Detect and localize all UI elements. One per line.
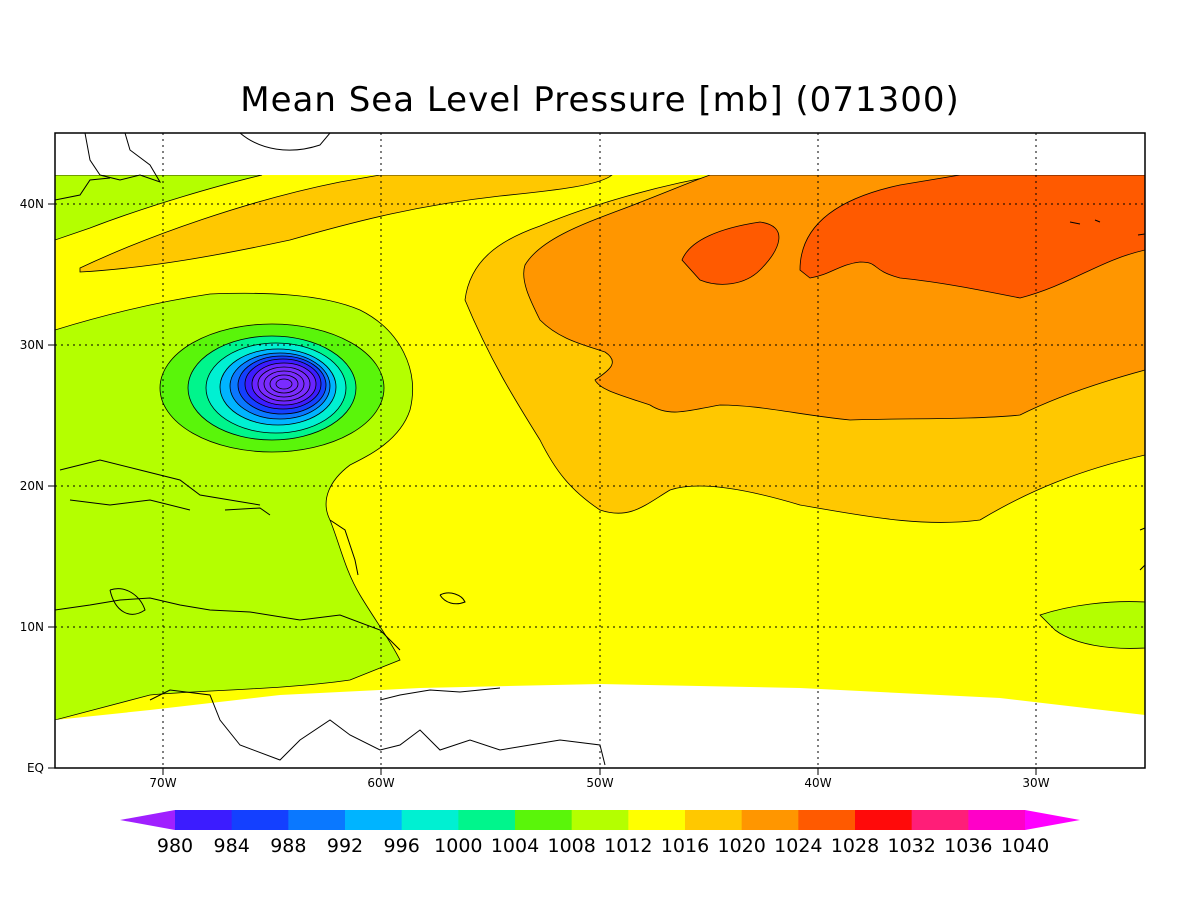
colorbar-swatch [855, 810, 913, 830]
colorbar-label: 1020 [717, 835, 765, 857]
colorbar-label: 1032 [887, 835, 935, 857]
colorbar-swatch [571, 810, 629, 830]
colorbar-label: 984 [214, 835, 250, 857]
lat-labels: EQ 10N 20N 30N 40N [20, 197, 44, 775]
hurricane-low [159, 323, 385, 453]
colorbar-arrow-low [120, 810, 175, 830]
colorbar-label: 980 [157, 835, 193, 857]
field-1028-a [681, 221, 780, 285]
colorbar-swatch [741, 810, 799, 830]
colorbar-label: 992 [327, 835, 363, 857]
lat-label-30n: 30N [20, 338, 44, 352]
colorbar-swatch [175, 810, 233, 830]
colorbar-swatch [288, 810, 346, 830]
colorbar-label: 1040 [1001, 835, 1049, 857]
field-1012-east [1039, 601, 1145, 649]
colorbar-swatch [628, 810, 686, 830]
lon-label-70w: 70W [149, 776, 176, 790]
colorbar-label: 1028 [831, 835, 879, 857]
lon-labels: 70W 60W 50W 40W 30W [149, 776, 1049, 790]
tick-marks [48, 203, 1037, 775]
colorbar-arrow-high [1025, 810, 1080, 830]
graticule [55, 133, 1145, 768]
field-1012 [55, 174, 263, 241]
colorbar-label: 1000 [434, 835, 482, 857]
field-1020-nw [79, 174, 614, 273]
colorbar-label: 1024 [774, 835, 822, 857]
colorbar-label: 988 [270, 835, 306, 857]
colorbar-label: 1008 [547, 835, 595, 857]
lon-label-50w: 50W [586, 776, 613, 790]
lon-label-30w: 30W [1022, 776, 1049, 790]
lon-label-40w: 40W [804, 776, 831, 790]
no-data-bottom [55, 684, 1145, 768]
colorbar-swatch [798, 810, 856, 830]
field-1028-b [799, 174, 1145, 299]
colorbar-label: 1036 [944, 835, 992, 857]
colorbar-swatch [345, 810, 403, 830]
lon-label-60w: 60W [367, 776, 394, 790]
colorbar-swatch [968, 810, 1026, 830]
lat-label-10n: 10N [20, 620, 44, 634]
lat-label-40n: 40N [20, 197, 44, 211]
colorbar-swatch [515, 810, 573, 830]
lat-label-eq: EQ [27, 761, 44, 775]
colorbar-label: 996 [384, 835, 420, 857]
colorbar-label: 1012 [604, 835, 652, 857]
lat-label-20n: 20N [20, 479, 44, 493]
pressure-fields [55, 133, 1145, 768]
colorbar-swatch [911, 810, 969, 830]
map-title: Mean Sea Level Pressure [mb] (071300) [240, 80, 960, 120]
coastlines [55, 133, 1145, 766]
colorbar-label: 1004 [491, 835, 539, 857]
colorbar-swatch [401, 810, 459, 830]
colorbar-swatch [685, 810, 743, 830]
colorbar-label: 1016 [661, 835, 709, 857]
colorbar: 980 984 988 992 996 1000 1004 1008 1012 1016 1020 1… [120, 810, 1080, 857]
colorbar-swatch [458, 810, 516, 830]
colorbar-swatch [231, 810, 289, 830]
